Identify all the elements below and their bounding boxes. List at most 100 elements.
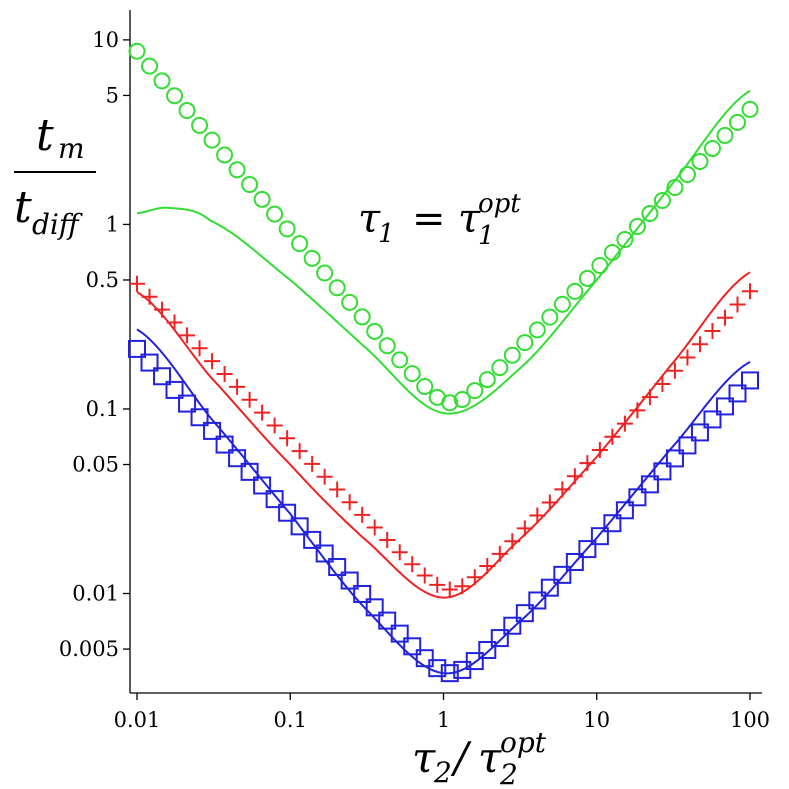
data-point	[391, 351, 409, 369]
data-point	[203, 131, 221, 149]
data-point	[678, 166, 696, 184]
data-point	[190, 408, 209, 427]
data-point	[690, 423, 709, 442]
data-point	[316, 468, 333, 485]
data-point	[704, 322, 721, 339]
data-point	[528, 591, 547, 610]
data-point	[628, 488, 647, 507]
tick-group: 0.01 0.1 1 10 100 0.005 0.01 0.05 0.1 0.5 1 5 10	[59, 28, 770, 732]
annotation-rhs-sub: 1	[478, 221, 495, 251]
data-point	[216, 365, 233, 382]
data-point	[741, 100, 759, 118]
data-point	[165, 380, 184, 399]
data-point	[541, 308, 559, 326]
data-point	[253, 190, 271, 208]
data-point	[228, 449, 247, 468]
data-point	[640, 475, 659, 494]
ylabel-den: t	[14, 182, 32, 233]
data-point	[303, 249, 321, 267]
y-tick-label: 0.05	[72, 453, 119, 477]
data-point	[390, 624, 409, 643]
data-point	[441, 581, 458, 598]
x-tick-label: 0.1	[274, 708, 307, 732]
data-point	[528, 321, 546, 339]
data-point	[529, 507, 546, 524]
data-point	[228, 161, 246, 179]
data-point	[616, 231, 634, 249]
x-tick-label: 0.01	[114, 708, 161, 732]
data-point	[478, 371, 496, 389]
data-point	[329, 481, 346, 498]
data-point	[665, 449, 684, 468]
data-point	[191, 340, 208, 357]
data-point	[178, 394, 197, 413]
data-point	[340, 571, 359, 590]
data-point	[503, 346, 521, 364]
data-point	[466, 569, 483, 586]
data-point	[341, 293, 359, 311]
data-point	[654, 375, 671, 392]
data-point	[404, 556, 421, 573]
y-tick-label: 0.5	[86, 268, 119, 292]
data-point	[128, 42, 146, 60]
data-point	[454, 578, 471, 595]
data-point	[141, 57, 159, 75]
data-point	[653, 192, 671, 210]
data-point	[566, 468, 583, 485]
data-point	[291, 443, 308, 460]
data-point	[341, 494, 358, 511]
xlabel-sub2: 2	[499, 758, 518, 789]
data-point	[540, 578, 559, 597]
data-point	[328, 558, 347, 577]
data-point	[728, 113, 746, 131]
data-point	[391, 544, 408, 561]
data-point	[440, 664, 459, 683]
data-point	[615, 501, 634, 520]
data-point	[466, 382, 484, 400]
data-point	[315, 544, 334, 563]
y-tick-label: 1	[106, 212, 119, 236]
data-point	[153, 367, 172, 386]
data-point	[566, 282, 584, 300]
ylabel-num: t	[36, 110, 54, 161]
red-line-curve	[136, 271, 751, 599]
data-point	[279, 430, 296, 447]
data-point	[166, 314, 183, 331]
data-point	[703, 410, 722, 429]
annotation: τ 1 = τ 1 opt	[358, 189, 521, 251]
data-point	[265, 490, 284, 509]
data-point	[729, 296, 746, 313]
data-point	[266, 417, 283, 434]
data-point	[603, 514, 622, 533]
data-point	[715, 397, 734, 416]
y-tick-label: 0.1	[86, 397, 119, 421]
data-point	[590, 527, 609, 546]
data-point	[366, 519, 383, 536]
data-point	[453, 391, 471, 409]
red-markers	[129, 275, 758, 598]
xlabel-base2: τ	[478, 733, 502, 782]
data-point	[641, 389, 658, 406]
data-point	[365, 598, 384, 617]
data-point	[378, 611, 397, 630]
data-point	[666, 179, 684, 197]
annotation-rhs: τ	[458, 196, 481, 242]
data-point	[578, 540, 597, 559]
annotation-lhs: τ	[358, 196, 381, 242]
data-point	[278, 220, 296, 238]
data-point	[204, 353, 221, 370]
data-point	[229, 378, 246, 395]
data-point	[154, 301, 171, 318]
data-point	[516, 520, 533, 537]
data-point	[304, 455, 321, 472]
data-point	[403, 637, 422, 656]
data-point	[303, 530, 322, 549]
data-point	[216, 146, 234, 164]
data-point	[429, 576, 446, 593]
data-point	[478, 641, 497, 660]
y-tick-label: 10	[92, 28, 119, 52]
data-point	[141, 288, 158, 305]
x-tick-label: 100	[730, 708, 770, 732]
